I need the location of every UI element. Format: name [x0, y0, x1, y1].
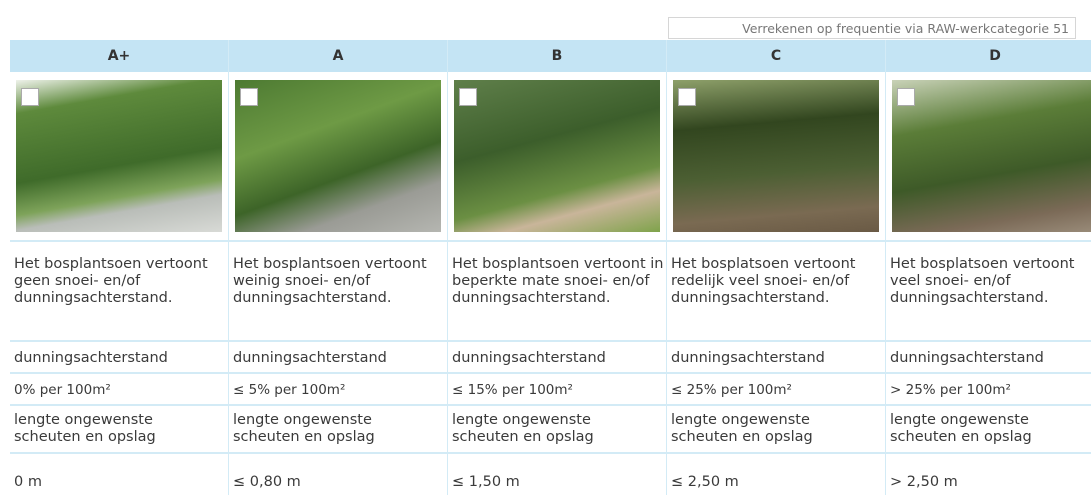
column-divider — [885, 40, 886, 495]
separator — [10, 452, 228, 454]
separator — [229, 372, 447, 374]
photo — [454, 80, 660, 232]
checkbox[interactable] — [240, 88, 258, 106]
separator — [886, 340, 1091, 342]
separator — [448, 340, 666, 342]
separator — [667, 372, 885, 374]
row-value: ≤ 2,50 m — [671, 474, 883, 491]
separator — [667, 240, 885, 242]
separator — [448, 404, 666, 406]
photo — [673, 80, 879, 232]
row-label: dunningsachterstand — [671, 350, 883, 367]
column-divider — [447, 40, 448, 495]
row-label: dunningsachterstand — [233, 350, 445, 367]
row-value: ≤ 25% per 100m² — [671, 382, 883, 399]
separator — [448, 372, 666, 374]
separator — [229, 452, 447, 454]
row-label: dunningsachterstand — [890, 350, 1091, 367]
description: Het bosplantsoen vertoont in beperkte ma… — [452, 256, 664, 307]
column-header: A+ — [10, 40, 228, 72]
photo — [235, 80, 441, 232]
row-label: dunningsachterstand — [14, 350, 226, 367]
description: Het bosplatsoen vertoont redelijk veel s… — [671, 256, 883, 307]
column-divider — [228, 40, 229, 495]
separator — [229, 240, 447, 242]
row-value: ≤ 15% per 100m² — [452, 382, 664, 399]
separator — [10, 340, 228, 342]
column-header: A — [229, 40, 447, 72]
row-label: lengte ongewenste scheuten en opslag — [890, 412, 1070, 446]
separator — [448, 240, 666, 242]
separator — [886, 372, 1091, 374]
column: A+ Het bosplantsoen vertoont geen snoei- … — [10, 40, 228, 495]
column: A Het bosplantsoen vertoont weinig snoei-… — [229, 40, 447, 495]
separator — [886, 452, 1091, 454]
separator — [448, 452, 666, 454]
separator — [667, 340, 885, 342]
column-header: C — [667, 40, 885, 72]
checkbox[interactable] — [21, 88, 39, 106]
separator — [667, 404, 885, 406]
row-value: > 25% per 100m² — [890, 382, 1091, 399]
separator — [229, 404, 447, 406]
row-value: ≤ 0,80 m — [233, 474, 445, 491]
checkbox[interactable] — [459, 88, 477, 106]
row-value: ≤ 1,50 m — [452, 474, 664, 491]
checkbox[interactable] — [897, 88, 915, 106]
page: Verrekenen op frequentie via RAW-werkcat… — [0, 0, 1091, 495]
photo — [892, 80, 1091, 232]
row-value: > 2,50 m — [890, 474, 1091, 491]
column-header: D — [886, 40, 1091, 72]
row-value: 0 m — [14, 474, 226, 491]
separator — [667, 452, 885, 454]
description: Het bosplantsoen vertoont geen snoei- en… — [14, 256, 226, 307]
separator — [886, 240, 1091, 242]
row-value: 0% per 100m² — [14, 382, 226, 399]
frequency-note: Verrekenen op frequentie via RAW-werkcat… — [668, 17, 1076, 39]
checkbox[interactable] — [678, 88, 696, 106]
separator — [10, 240, 228, 242]
column-header: B — [448, 40, 666, 72]
column: D Het bosplatsoen vertoont veel snoei- en… — [886, 40, 1091, 495]
row-label: lengte ongewenste scheuten en opslag — [452, 412, 632, 446]
row-label: lengte ongewenste scheuten en opslag — [671, 412, 851, 446]
row-value: ≤ 5% per 100m² — [233, 382, 445, 399]
description: Het bosplatsoen vertoont veel snoei- en/… — [890, 256, 1091, 307]
separator — [886, 404, 1091, 406]
separator — [229, 340, 447, 342]
row-label: dunningsachterstand — [452, 350, 664, 367]
column-divider — [666, 40, 667, 495]
column: B Het bosplantsoen vertoont in beperkte m… — [448, 40, 666, 495]
description: Het bosplantsoen vertoont weinig snoei- … — [233, 256, 445, 307]
row-label: lengte ongewenste scheuten en opslag — [14, 412, 194, 446]
separator — [10, 404, 228, 406]
column: C Het bosplatsoen vertoont redelijk veel … — [667, 40, 885, 495]
separator — [10, 372, 228, 374]
photo — [16, 80, 222, 232]
row-label: lengte ongewenste scheuten en opslag — [233, 412, 413, 446]
